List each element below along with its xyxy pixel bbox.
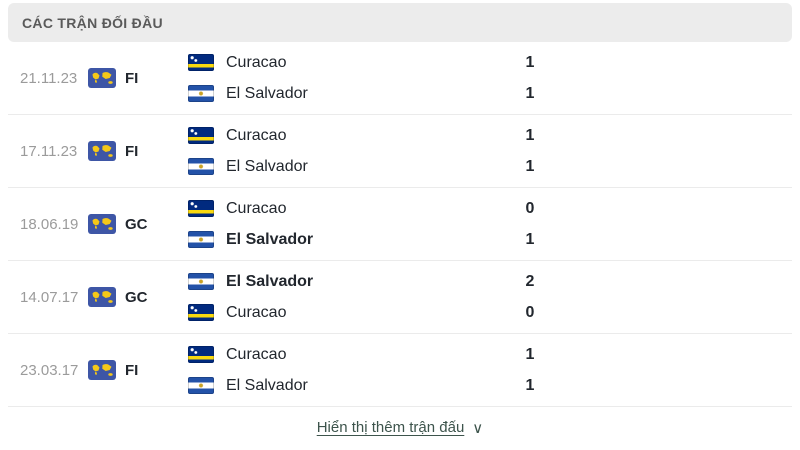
- team-flag-icon: [188, 200, 214, 217]
- team-score: 1: [525, 53, 535, 71]
- match-row[interactable]: 23.03.17 FI Curacao 1 El Salvador 1: [8, 334, 792, 407]
- team-flag-icon: [188, 231, 214, 248]
- team-name: Curacao: [226, 345, 287, 363]
- widget-title: CÁC TRẬN ĐỐI ĐẦU: [22, 14, 163, 31]
- world-map-icon: [88, 141, 116, 161]
- team-line: Curacao 0: [188, 198, 540, 220]
- competition-code: GC: [125, 215, 148, 233]
- team-name: El Salvador: [226, 157, 308, 175]
- team-line: Curacao 1: [188, 344, 540, 366]
- team-name: Curacao: [226, 303, 287, 321]
- competition-cell: GC: [88, 214, 188, 234]
- match-date: 23.03.17: [20, 361, 79, 379]
- team-flag-icon: [188, 304, 214, 321]
- team-line: Curacao 1: [188, 52, 540, 74]
- team-name: El Salvador: [226, 272, 314, 290]
- match-list: 21.11.23 FI Curacao 1 El Salvador 1: [8, 42, 792, 407]
- team-line: Curacao 0: [188, 302, 540, 324]
- team-score: 1: [525, 345, 535, 363]
- competition-code: FI: [125, 69, 139, 87]
- show-more-matches-link[interactable]: Hiển thị thêm trận đấu ∨: [317, 419, 484, 437]
- match-date: 18.06.19: [20, 215, 79, 233]
- teams-cell: Curacao 1 El Salvador 1: [188, 52, 540, 105]
- team-line: El Salvador 1: [188, 375, 540, 397]
- team-name: Curacao: [226, 199, 287, 217]
- team-line: Curacao 1: [188, 125, 540, 147]
- team-line: El Salvador 2: [188, 271, 540, 293]
- widget-header: CÁC TRẬN ĐỐI ĐẦU: [8, 3, 792, 42]
- show-more-label: Hiển thị thêm trận đấu: [316, 419, 465, 436]
- team-flag-icon: [188, 346, 214, 363]
- widget-footer: Hiển thị thêm trận đấu ∨: [8, 407, 792, 448]
- team-line: El Salvador 1: [188, 83, 540, 105]
- teams-cell: Curacao 1 El Salvador 1: [188, 125, 540, 178]
- chevron-down-icon: ∨: [472, 419, 484, 437]
- world-map-icon: [88, 214, 116, 234]
- competition-code: FI: [125, 142, 139, 160]
- teams-cell: El Salvador 2 Curacao 0: [188, 271, 540, 324]
- team-score: 2: [525, 272, 535, 290]
- team-score: 0: [525, 303, 535, 321]
- match-date: 17.11.23: [20, 142, 78, 160]
- world-map-icon: [88, 68, 116, 88]
- match-date: 21.11.23: [20, 69, 78, 87]
- competition-cell: GC: [88, 287, 188, 307]
- team-flag-icon: [188, 158, 214, 175]
- world-map-icon: [88, 360, 116, 380]
- world-map-icon: [88, 287, 116, 307]
- teams-cell: Curacao 0 El Salvador 1: [188, 198, 540, 251]
- team-name: Curacao: [226, 53, 287, 71]
- team-flag-icon: [188, 377, 214, 394]
- team-score: 1: [525, 126, 535, 144]
- match-date: 14.07.17: [20, 288, 79, 306]
- competition-code: GC: [125, 288, 148, 306]
- match-row[interactable]: 14.07.17 GC El Salvador 2 Curacao 0: [8, 261, 792, 334]
- team-score: 1: [525, 157, 535, 175]
- team-name: El Salvador: [226, 230, 314, 248]
- team-line: El Salvador 1: [188, 156, 540, 178]
- team-name: Curacao: [226, 126, 287, 144]
- team-score: 1: [525, 376, 535, 394]
- team-flag-icon: [188, 54, 214, 71]
- team-flag-icon: [188, 273, 214, 290]
- match-row[interactable]: 18.06.19 GC Curacao 0 El Salvador 1: [8, 188, 792, 261]
- team-score: 1: [525, 84, 535, 102]
- competition-code: FI: [125, 361, 139, 379]
- team-score: 1: [525, 230, 535, 248]
- team-name: El Salvador: [226, 376, 308, 394]
- team-flag-icon: [188, 127, 214, 144]
- team-name: El Salvador: [226, 84, 308, 102]
- match-row[interactable]: 17.11.23 FI Curacao 1 El Salvador 1: [8, 115, 792, 188]
- competition-cell: FI: [88, 68, 188, 88]
- competition-cell: FI: [88, 141, 188, 161]
- team-score: 0: [525, 199, 535, 217]
- competition-cell: FI: [88, 360, 188, 380]
- match-row[interactable]: 21.11.23 FI Curacao 1 El Salvador 1: [8, 42, 792, 115]
- teams-cell: Curacao 1 El Salvador 1: [188, 344, 540, 397]
- team-line: El Salvador 1: [188, 229, 540, 251]
- head-to-head-widget: CÁC TRẬN ĐỐI ĐẦU 21.11.23 FI Curacao 1 E…: [8, 3, 792, 448]
- team-flag-icon: [188, 85, 214, 102]
